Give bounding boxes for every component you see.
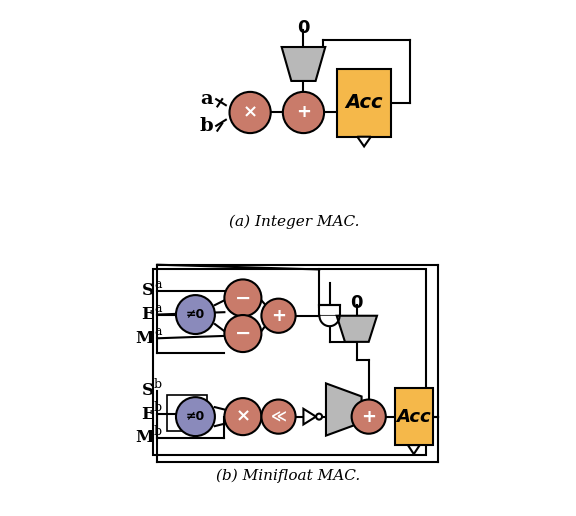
Text: (a) Integer MAC.: (a) Integer MAC. bbox=[229, 215, 359, 229]
Text: +: + bbox=[361, 408, 376, 426]
Text: a: a bbox=[154, 325, 161, 338]
Circle shape bbox=[176, 295, 215, 334]
Text: b: b bbox=[200, 117, 213, 135]
Text: a: a bbox=[200, 90, 213, 108]
Circle shape bbox=[283, 92, 324, 133]
Circle shape bbox=[225, 315, 262, 352]
Polygon shape bbox=[357, 137, 371, 147]
Circle shape bbox=[262, 399, 295, 434]
Polygon shape bbox=[326, 383, 362, 436]
Circle shape bbox=[225, 280, 262, 316]
Polygon shape bbox=[320, 305, 340, 316]
Text: b: b bbox=[154, 401, 162, 414]
Circle shape bbox=[351, 399, 386, 434]
FancyBboxPatch shape bbox=[338, 69, 391, 137]
Text: +: + bbox=[296, 104, 311, 121]
Text: E: E bbox=[141, 306, 154, 323]
Text: Acc: Acc bbox=[346, 93, 383, 112]
Text: 0: 0 bbox=[297, 19, 310, 37]
Text: b: b bbox=[154, 378, 162, 391]
Text: ≪: ≪ bbox=[271, 409, 286, 424]
Text: a: a bbox=[154, 301, 161, 315]
Circle shape bbox=[225, 398, 262, 435]
Polygon shape bbox=[408, 445, 420, 454]
Circle shape bbox=[316, 414, 322, 420]
Text: E: E bbox=[141, 406, 154, 423]
Text: Acc: Acc bbox=[396, 408, 431, 426]
Text: −: − bbox=[234, 288, 251, 308]
Text: M: M bbox=[135, 429, 154, 446]
Circle shape bbox=[176, 397, 215, 436]
Circle shape bbox=[229, 92, 271, 133]
Text: b: b bbox=[154, 425, 162, 438]
Circle shape bbox=[262, 299, 295, 333]
FancyBboxPatch shape bbox=[395, 388, 433, 445]
Text: 0: 0 bbox=[351, 294, 363, 312]
Polygon shape bbox=[304, 409, 316, 425]
Text: S: S bbox=[142, 282, 154, 299]
Polygon shape bbox=[336, 316, 377, 342]
Text: S: S bbox=[142, 382, 154, 399]
Text: M: M bbox=[135, 330, 154, 347]
Text: ≠0: ≠0 bbox=[186, 308, 205, 321]
Text: ×: × bbox=[236, 408, 251, 426]
Text: +: + bbox=[271, 307, 286, 325]
Text: ≠0: ≠0 bbox=[186, 410, 205, 423]
Polygon shape bbox=[282, 47, 325, 81]
Text: ×: × bbox=[242, 104, 257, 121]
Text: (b) Minifloat MAC.: (b) Minifloat MAC. bbox=[216, 469, 360, 483]
Text: a: a bbox=[154, 278, 161, 291]
Text: −: − bbox=[234, 324, 251, 343]
Polygon shape bbox=[320, 316, 340, 326]
